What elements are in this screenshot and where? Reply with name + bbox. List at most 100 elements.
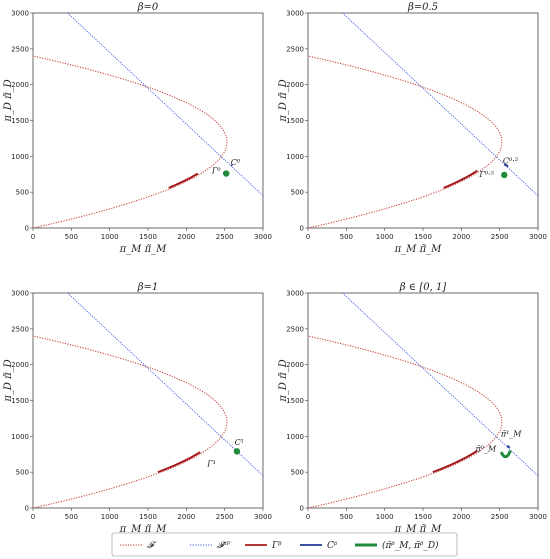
gamma-arc — [443, 169, 478, 189]
annotation: Γ¹ — [206, 459, 216, 468]
y-tick-label: 2500 — [286, 45, 304, 53]
legend-box — [111, 532, 458, 557]
x-tick-label: 3000 — [254, 513, 272, 521]
F-SP-line — [67, 293, 263, 477]
equilibrium-point — [223, 170, 230, 177]
y-tick-label: 500 — [16, 189, 29, 197]
F-SP-line — [342, 13, 538, 197]
annotation: π̃¹_M — [500, 429, 522, 438]
y-tick-label: 1000 — [11, 433, 29, 441]
x-tick-label: 1500 — [139, 513, 157, 521]
equilibrium-arc — [499, 450, 512, 459]
legend: 𝓕 𝓕ˢᴾ Γᵝ Cᵝ (π̃ᵝ_M, π̃ᵝ_D) — [111, 532, 458, 557]
legend-label: Γᵝ — [271, 541, 282, 551]
plot-area — [33, 293, 263, 508]
y-tick-label: 2000 — [286, 361, 304, 369]
y-tick-label: 500 — [291, 189, 304, 197]
y-tick-label: 1500 — [286, 397, 304, 405]
x-tick-label: 0 — [306, 513, 310, 521]
y-tick-label: 1000 — [286, 433, 304, 441]
F-curve — [308, 55, 503, 228]
x-axis-label: π_M π̃_M — [119, 524, 168, 535]
y-tick-label: 3000 — [11, 290, 29, 298]
y-tick-label: 1000 — [11, 153, 29, 161]
F-SP-line — [67, 13, 263, 197]
y-tick-label: 3000 — [286, 290, 304, 298]
y-tick-label: 1000 — [286, 153, 304, 161]
plot-frame — [307, 12, 539, 229]
equilibrium-point — [501, 171, 508, 179]
chart-title: β=0 — [137, 2, 159, 13]
x-tick-label: 1000 — [101, 513, 119, 521]
x-tick-label: 3000 — [254, 233, 272, 241]
x-tick-label: 2500 — [216, 513, 234, 521]
y-tick-label: 1500 — [286, 117, 304, 125]
y-tick-label: 500 — [16, 469, 29, 477]
gamma-arc — [168, 172, 199, 189]
x-tick-label: 2500 — [491, 233, 509, 241]
F-curve — [33, 335, 228, 508]
y-tick-label: 1500 — [11, 117, 29, 125]
y-tick-label: 0 — [300, 505, 304, 513]
x-tick-label: 2500 — [491, 513, 509, 521]
legend-label: 𝓕 — [147, 541, 157, 551]
x-axis-label: π_M π̃_M — [119, 244, 168, 255]
chart-panel-4: 0 500 1000 1500 2000 2500 3000 0 500 1000 1500 2000… — [278, 282, 547, 535]
legend-label: 𝓕ˢᴾ — [217, 541, 231, 551]
y-axis-label: π_D π̃_D — [278, 359, 289, 402]
y-tick-label: 2500 — [11, 325, 29, 333]
x-tick-label: 500 — [340, 513, 353, 521]
x-tick-label: 2000 — [452, 513, 470, 521]
x-tick-label: 0 — [31, 513, 35, 521]
y-axis-label: π_D π̃_D — [3, 79, 14, 122]
plot-frame — [32, 292, 264, 509]
legend-label: Cᵝ — [327, 541, 338, 551]
y-tick-label: 2000 — [11, 81, 29, 89]
x-tick-label: 2000 — [177, 513, 195, 521]
x-tick-label: 1500 — [139, 233, 157, 241]
y-tick-label: 2000 — [286, 81, 304, 89]
plot-frame — [32, 12, 264, 229]
chart-panel-3: 0 500 1000 1500 2000 2500 3000 0 500 1000 1500 2000… — [3, 282, 272, 535]
C-segment — [503, 163, 509, 168]
y-tick-label: 3000 — [286, 10, 304, 18]
x-axis-label: π_M π̃_M — [394, 244, 443, 255]
C-segment — [230, 164, 233, 167]
y-tick-label: 1500 — [11, 397, 29, 405]
y-tick-label: 500 — [291, 469, 304, 477]
annotation: C⁰ — [231, 158, 241, 167]
annotation: Γ⁰·⁵ — [478, 170, 494, 179]
x-tick-label: 1500 — [414, 513, 432, 521]
y-tick-label: 3000 — [11, 10, 29, 18]
y-tick-label: 0 — [25, 225, 29, 233]
annotation: Γ⁰ — [211, 167, 222, 176]
y-tick-label: 2500 — [286, 325, 304, 333]
y-tick-label: 0 — [300, 225, 304, 233]
x-tick-label: 3000 — [529, 233, 547, 241]
x-tick-label: 3000 — [529, 513, 547, 521]
x-tick-label: 2000 — [177, 233, 195, 241]
plot-frame — [307, 292, 539, 509]
annotation: π̃⁰_M — [475, 444, 497, 453]
F-SP-line — [342, 293, 538, 477]
x-tick-label: 2000 — [452, 233, 470, 241]
equilibrium-point — [233, 448, 241, 455]
x-tick-label: 500 — [65, 233, 78, 241]
x-tick-label: 1000 — [101, 233, 119, 241]
chart-panel-1: 0 500 1000 1500 2000 2500 3000 0 500 1000 1500 2000… — [3, 2, 272, 255]
plot-area — [33, 13, 263, 228]
x-tick-label: 500 — [340, 233, 353, 241]
chart-title: β ∈ [0, 1] — [399, 282, 447, 293]
x-tick-label: 1500 — [414, 233, 432, 241]
plot-area — [308, 13, 538, 228]
annotation: C⁰·⁵ — [503, 157, 519, 166]
y-tick-label: 0 — [25, 505, 29, 513]
F-curve — [33, 55, 228, 228]
chart-title: β=1 — [137, 282, 159, 293]
y-tick-label: 2500 — [11, 45, 29, 53]
gamma-arc — [432, 449, 478, 474]
y-tick-label: 2000 — [11, 361, 29, 369]
x-tick-label: 500 — [65, 513, 78, 521]
x-axis-label: π_M π̃_M — [394, 524, 443, 535]
